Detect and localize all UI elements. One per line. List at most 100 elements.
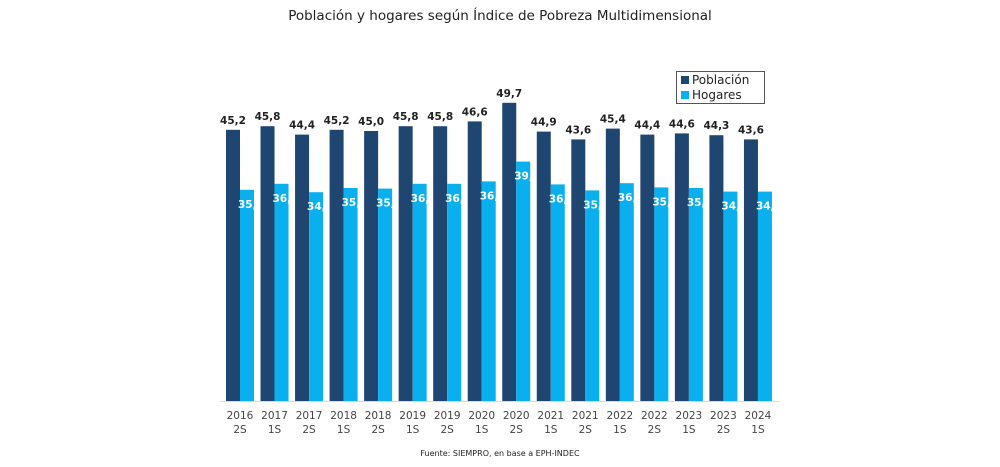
data-label-hogares: 35,6 <box>652 196 678 208</box>
data-label-poblacion: 45,2 <box>220 115 246 127</box>
x-tick-semester: 1S <box>544 424 558 436</box>
data-label-poblacion: 43,6 <box>565 124 591 136</box>
data-label-hogares: 35,5 <box>342 197 368 209</box>
bar-poblacion <box>398 126 413 401</box>
bar-hogares <box>585 190 600 401</box>
bar-hogares <box>516 161 531 401</box>
data-label-hogares: 36,1 <box>549 193 575 205</box>
legend-label-poblacion: Población <box>692 73 750 87</box>
bar-hogares <box>481 181 496 401</box>
data-label-hogares: 36,6 <box>480 190 506 202</box>
bar-poblacion <box>364 131 379 401</box>
data-label-poblacion: 45,8 <box>393 111 419 123</box>
x-tick-semester: 2S <box>717 424 731 436</box>
bar-hogares <box>274 183 289 401</box>
source-note: Fuente: SIEMPRO, en base a EPH-INDEC <box>420 449 580 458</box>
x-tick-year: 2017 <box>261 410 288 422</box>
data-label-poblacion: 44,3 <box>703 120 729 132</box>
x-tick-semester: 1S <box>682 424 696 436</box>
data-label-hogares: 36,2 <box>445 193 471 205</box>
x-tick-semester: 1S <box>475 424 489 436</box>
x-tick-semester: 2S <box>510 424 524 436</box>
legend-swatch-hogares <box>681 91 689 99</box>
bar-hogares <box>654 187 669 401</box>
x-tick-semester: 2S <box>302 424 316 436</box>
legend-swatch-poblacion <box>681 76 689 84</box>
x-tick-year: 2022 <box>606 410 633 422</box>
bar-hogares <box>240 189 254 401</box>
x-tick-semester: 2S <box>233 424 247 436</box>
legend: Población Hogares <box>676 71 765 104</box>
x-tick-year: 2023 <box>710 410 737 422</box>
x-tick-year: 2016 <box>227 410 254 422</box>
bar-poblacion <box>571 139 586 401</box>
bar-hogares <box>309 192 324 401</box>
bar-poblacion <box>467 121 482 402</box>
bar-hogares <box>688 188 703 401</box>
bar-poblacion <box>709 135 724 401</box>
data-label-hogares: 35,4 <box>376 198 402 210</box>
x-tick-year: 2020 <box>468 410 495 422</box>
bar-poblacion <box>295 134 310 401</box>
x-tick-year: 2018 <box>365 410 392 422</box>
x-tick-year: 2021 <box>572 410 599 422</box>
x-tick-year: 2017 <box>296 410 323 422</box>
data-label-poblacion: 43,6 <box>738 124 764 136</box>
bar-poblacion <box>226 129 240 402</box>
x-tick-year: 2019 <box>434 410 461 422</box>
data-label-hogares: 36,2 <box>273 193 299 205</box>
x-tick-year: 2019 <box>399 410 426 422</box>
legend-item-poblacion: Población <box>681 73 749 87</box>
bar-poblacion <box>640 134 655 401</box>
bar-poblacion <box>605 128 620 401</box>
bar-hogares <box>550 184 565 401</box>
bar-poblacion <box>502 102 517 402</box>
data-label-hogares: 35,5 <box>687 197 713 209</box>
x-tick-semester: 2S <box>371 424 385 436</box>
x-tick-year: 2018 <box>330 410 357 422</box>
chart-title: Población y hogares según Índice de Pobr… <box>288 8 712 24</box>
bar-hogares <box>447 183 462 401</box>
bar-hogares <box>412 183 427 401</box>
data-label-poblacion: 45,2 <box>324 115 350 127</box>
bar-hogares <box>723 191 738 401</box>
data-label-hogares: 36,3 <box>618 192 644 204</box>
data-label-hogares: 34,9 <box>756 201 782 213</box>
x-tick-semester: 1S <box>268 424 282 436</box>
x-tick-year: 2024 <box>745 410 772 422</box>
x-tick-year: 2020 <box>503 410 530 422</box>
x-tick-semester: 1S <box>751 424 765 436</box>
data-label-poblacion: 45,4 <box>600 114 626 126</box>
data-label-poblacion: 44,4 <box>634 120 660 132</box>
data-label-poblacion: 44,9 <box>531 117 557 129</box>
x-tick-semester: 1S <box>337 424 351 436</box>
x-tick-semester: 1S <box>613 424 627 436</box>
bar-hogares <box>757 191 772 401</box>
data-label-poblacion: 45,8 <box>255 111 281 123</box>
legend-label-hogares: Hogares <box>692 88 742 102</box>
x-tick-semester: 2S <box>441 424 455 436</box>
x-tick-semester: 2S <box>648 424 662 436</box>
data-label-hogares: 35,2 <box>238 199 264 211</box>
bar-poblacion <box>433 126 448 401</box>
data-label-poblacion: 45,8 <box>427 111 453 123</box>
bar-poblacion <box>329 129 344 402</box>
data-label-hogares: 36,2 <box>411 193 437 205</box>
bar-poblacion <box>260 126 275 401</box>
x-tick-semester: 1S <box>406 424 420 436</box>
data-label-poblacion: 44,6 <box>669 118 695 130</box>
data-label-poblacion: 49,7 <box>496 88 522 100</box>
x-tick-semester: 2S <box>579 424 593 436</box>
bar-hogares <box>619 183 634 401</box>
data-label-hogares: 34,9 <box>721 201 747 213</box>
data-label-poblacion: 45,0 <box>358 116 384 128</box>
bar-hogares <box>343 188 358 401</box>
x-tick-year: 2021 <box>537 410 564 422</box>
data-label-hogares: 34,8 <box>307 201 333 213</box>
data-label-hogares: 39,9 <box>514 171 540 183</box>
bar-poblacion <box>743 139 758 401</box>
x-tick-year: 2022 <box>641 410 668 422</box>
data-label-poblacion: 44,4 <box>289 120 315 132</box>
data-label-hogares: 35,1 <box>583 199 609 211</box>
